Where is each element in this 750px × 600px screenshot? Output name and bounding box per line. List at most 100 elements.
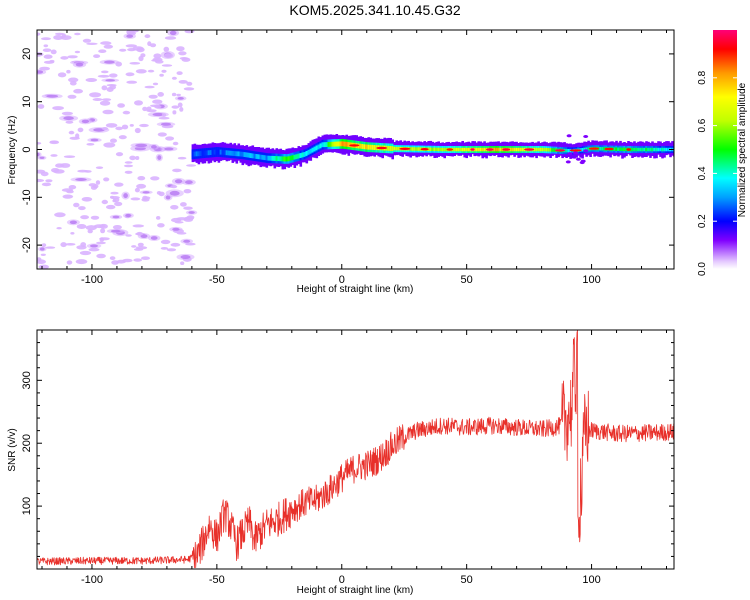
snr-y-tick-label: 200 (21, 434, 33, 452)
ridge-core-cell (657, 147, 660, 152)
spectrogram-noise-cell (55, 32, 65, 36)
ridge-peak-cell (399, 147, 411, 150)
spectrogram-speckle (567, 152, 573, 156)
ridge-core-cell (333, 141, 337, 147)
spectrogram-noise-cell (53, 169, 65, 174)
ridge-peak-cell (569, 149, 582, 152)
spectrogram-noise-cell (85, 78, 98, 82)
ridge-core-cell (221, 149, 225, 155)
spectrogram-noise-cell (132, 224, 145, 228)
snr-y-axis-label: SNR (v/v) (7, 428, 18, 471)
ridge-core-cell (539, 147, 542, 152)
spectrogram-noise-cell (140, 53, 146, 58)
ridge-core-cell (217, 149, 221, 155)
spectrogram-noise-halo (59, 115, 79, 122)
snr-x-tick-label: -100 (81, 574, 103, 586)
ridge-peak-cell (446, 148, 454, 151)
ridge-core-cell (635, 147, 638, 152)
spectrogram-noise-cell (171, 92, 177, 97)
spectrogram-noise-cell (100, 228, 106, 234)
spectrogram-noise-cell (87, 229, 93, 234)
ridge-core-cell (617, 147, 620, 151)
spectrogram-noise-layer (37, 30, 198, 269)
ridge-core-cell (283, 156, 287, 162)
spectrogram-noise-cell (97, 74, 110, 78)
ridge-core-cell (321, 142, 325, 148)
spectrogram-noise-cell (96, 241, 106, 245)
spectrogram-noise-cell (75, 259, 88, 265)
spectrogram-noise-cell (134, 187, 140, 193)
ridge-core-cell (329, 141, 333, 147)
spectrogram-noise-cell (117, 103, 125, 108)
ridge-peak-cell (502, 148, 511, 151)
spectrogram-noise-cell (50, 154, 58, 157)
spectrogram-noise-cell (37, 259, 46, 264)
spectrogram-noise-cell (149, 43, 157, 48)
ridge-core-cell (453, 147, 456, 152)
spectrogram-noise-halo (171, 177, 186, 185)
spectrogram-y-tick-label: -20 (21, 237, 33, 253)
spectrogram-noise-halo (106, 228, 125, 234)
spectrogram-noise-cell (156, 216, 161, 220)
spectrogram-noise-cell (115, 126, 123, 131)
spectrogram-noise-halo (155, 153, 163, 162)
ridge-core-cell (517, 147, 520, 152)
spectrogram-noise-cell (84, 170, 92, 173)
ridge-core-cell (209, 150, 213, 155)
snr-frame (36, 329, 675, 570)
ridge-core-cell (391, 146, 394, 151)
spectrogram-y-tick-label: 20 (21, 48, 33, 60)
spectrogram-noise-cell (152, 99, 163, 104)
ridge-core-cell (343, 141, 347, 147)
ridge-core-cell (287, 156, 291, 162)
spectrogram-noise-cell (125, 72, 135, 77)
ridge-core-cell (239, 151, 243, 157)
spectrogram-noise-cell (136, 231, 144, 236)
ridge-core-cell (279, 156, 283, 162)
ridge-core-cell (549, 148, 552, 152)
spectrogram-noise-cell (37, 178, 45, 183)
ridge-core-cell (651, 147, 654, 152)
ridge-core-cell (437, 147, 440, 152)
spectrogram-noise-cell (154, 105, 162, 109)
spectrogram-noise-cell (101, 98, 112, 101)
ridge-core-cell (235, 151, 239, 157)
spectrogram-noise-halo (123, 33, 136, 39)
spectrogram-noise-cell (106, 204, 116, 210)
ridge-core-cell (427, 147, 430, 151)
spectrogram-noise-cell (40, 171, 49, 177)
ridge-core-cell (543, 147, 546, 152)
snr-series-line (37, 330, 674, 569)
spectrogram-noise-cell (159, 73, 164, 77)
ridge-core-cell (553, 148, 556, 152)
spectrogram-noise-halo (169, 226, 183, 232)
ridge-core-cell (265, 155, 269, 161)
ridge-core-cell (477, 147, 480, 152)
ridge-core-cell (207, 150, 211, 156)
ridge-core-cell (547, 148, 550, 152)
colorbar-tick-label: 0.0 (697, 262, 708, 276)
spectrogram-noise-cell (95, 180, 101, 185)
ridge-core-cell (551, 148, 554, 152)
spectrogram-noise-cell (171, 105, 180, 109)
spectrogram-noise-cell (124, 170, 133, 174)
spectrogram-noise-cell (102, 109, 114, 115)
ridge-core-cell (219, 149, 223, 155)
ridge-core-cell (643, 147, 646, 152)
ridge-core-cell (237, 151, 241, 157)
ridge-core-cell (339, 141, 343, 147)
ridge-core-cell (327, 142, 331, 147)
ridge-core-cell (195, 151, 199, 157)
ridge-peak-cell (604, 147, 614, 151)
ridge-core-cell (513, 147, 516, 152)
spectrogram-noise-cell (172, 168, 182, 173)
ridge-core-cell (439, 147, 442, 152)
spectrogram-noise-cell (43, 60, 55, 64)
spectrogram-noise-cell (67, 94, 77, 99)
spectrogram-x-axis: -100 -50 0 50 100 (41, 30, 668, 286)
spectrogram-noise-cell (183, 87, 195, 91)
spectrogram-noise-cell (45, 246, 56, 249)
ridge-core-cell (665, 147, 668, 152)
spectrogram-noise-cell (121, 124, 129, 130)
